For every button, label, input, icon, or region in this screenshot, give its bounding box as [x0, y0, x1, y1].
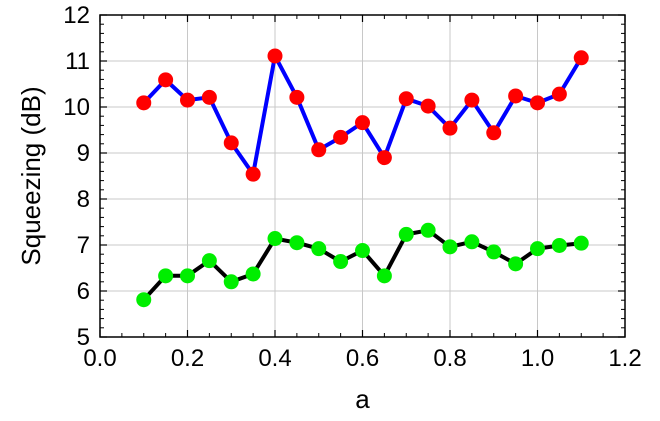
x-tick-label: 0.4: [258, 345, 291, 372]
y-axis-title: Squeezing (dB): [16, 86, 46, 265]
series-2-point: [420, 222, 436, 238]
series-2-point: [201, 253, 217, 269]
series-2-point: [180, 268, 195, 284]
series-1-point: [551, 86, 567, 102]
series-1-point: [530, 95, 545, 111]
series-1-point: [267, 48, 283, 64]
series-2-point: [136, 292, 152, 308]
series-2-point: [245, 266, 261, 282]
y-tick-label: 6: [77, 278, 90, 305]
series-1-point: [486, 125, 502, 141]
x-tick-label: 0.8: [433, 345, 466, 372]
series-2-point: [486, 244, 502, 260]
series-1-point: [398, 91, 414, 107]
y-tick-label: 5: [77, 324, 90, 351]
series-2-point: [223, 274, 239, 290]
series-1-point: [376, 150, 392, 166]
x-tick-label: 0.2: [171, 345, 204, 372]
series-1-point: [464, 92, 480, 108]
series-1-point: [311, 142, 327, 158]
tick-labels: 0.0 0.2 0.4 0.6 0.8 1.0 1.2 5 6 7 8 9 10 11 12: [63, 2, 641, 372]
y-tick-label: 11: [65, 48, 90, 75]
series-2-point: [398, 226, 414, 242]
series-1-point: [573, 50, 589, 66]
series-2-point: [508, 256, 524, 272]
series-layer: [136, 48, 589, 308]
series-2-point: [333, 254, 349, 270]
series-2-point: [530, 241, 545, 257]
y-tick-label: 8: [77, 186, 90, 213]
series-2-point: [267, 231, 283, 247]
x-tick-label: 1.2: [608, 345, 641, 372]
series-2-point: [551, 237, 567, 253]
series-1-point: [420, 98, 436, 114]
series-1-point: [355, 115, 370, 131]
x-tick-label: 0.0: [83, 345, 116, 372]
series-2-point: [289, 235, 305, 251]
x-tick-label: 1.0: [521, 345, 554, 372]
series-2-point: [355, 243, 370, 259]
series-2-point: [158, 268, 174, 284]
series-2-point: [464, 234, 480, 250]
y-tick-label: 10: [63, 94, 90, 121]
series-1-point: [333, 129, 349, 145]
series-2-point: [442, 239, 458, 255]
series-1-point: [180, 92, 195, 108]
grid-lines: [99, 14, 626, 338]
series-1-point: [245, 166, 261, 182]
series-2-point: [376, 268, 392, 284]
series-2-point: [311, 241, 327, 257]
series-1-point: [201, 89, 217, 105]
series-2-point: [573, 235, 589, 251]
series-1-point: [136, 95, 152, 111]
y-tick-label: 9: [77, 140, 90, 167]
series-1-point: [442, 120, 458, 136]
series-1-point: [223, 135, 239, 151]
y-tick-label: 12: [63, 2, 90, 29]
series-1-point: [289, 89, 305, 105]
axis-ticks: [99, 14, 626, 338]
series-1-point: [158, 72, 174, 88]
series-1-point: [508, 88, 524, 104]
x-tick-label: 0.6: [346, 345, 379, 372]
x-axis-title: a: [355, 384, 370, 414]
y-tick-label: 7: [77, 232, 90, 259]
